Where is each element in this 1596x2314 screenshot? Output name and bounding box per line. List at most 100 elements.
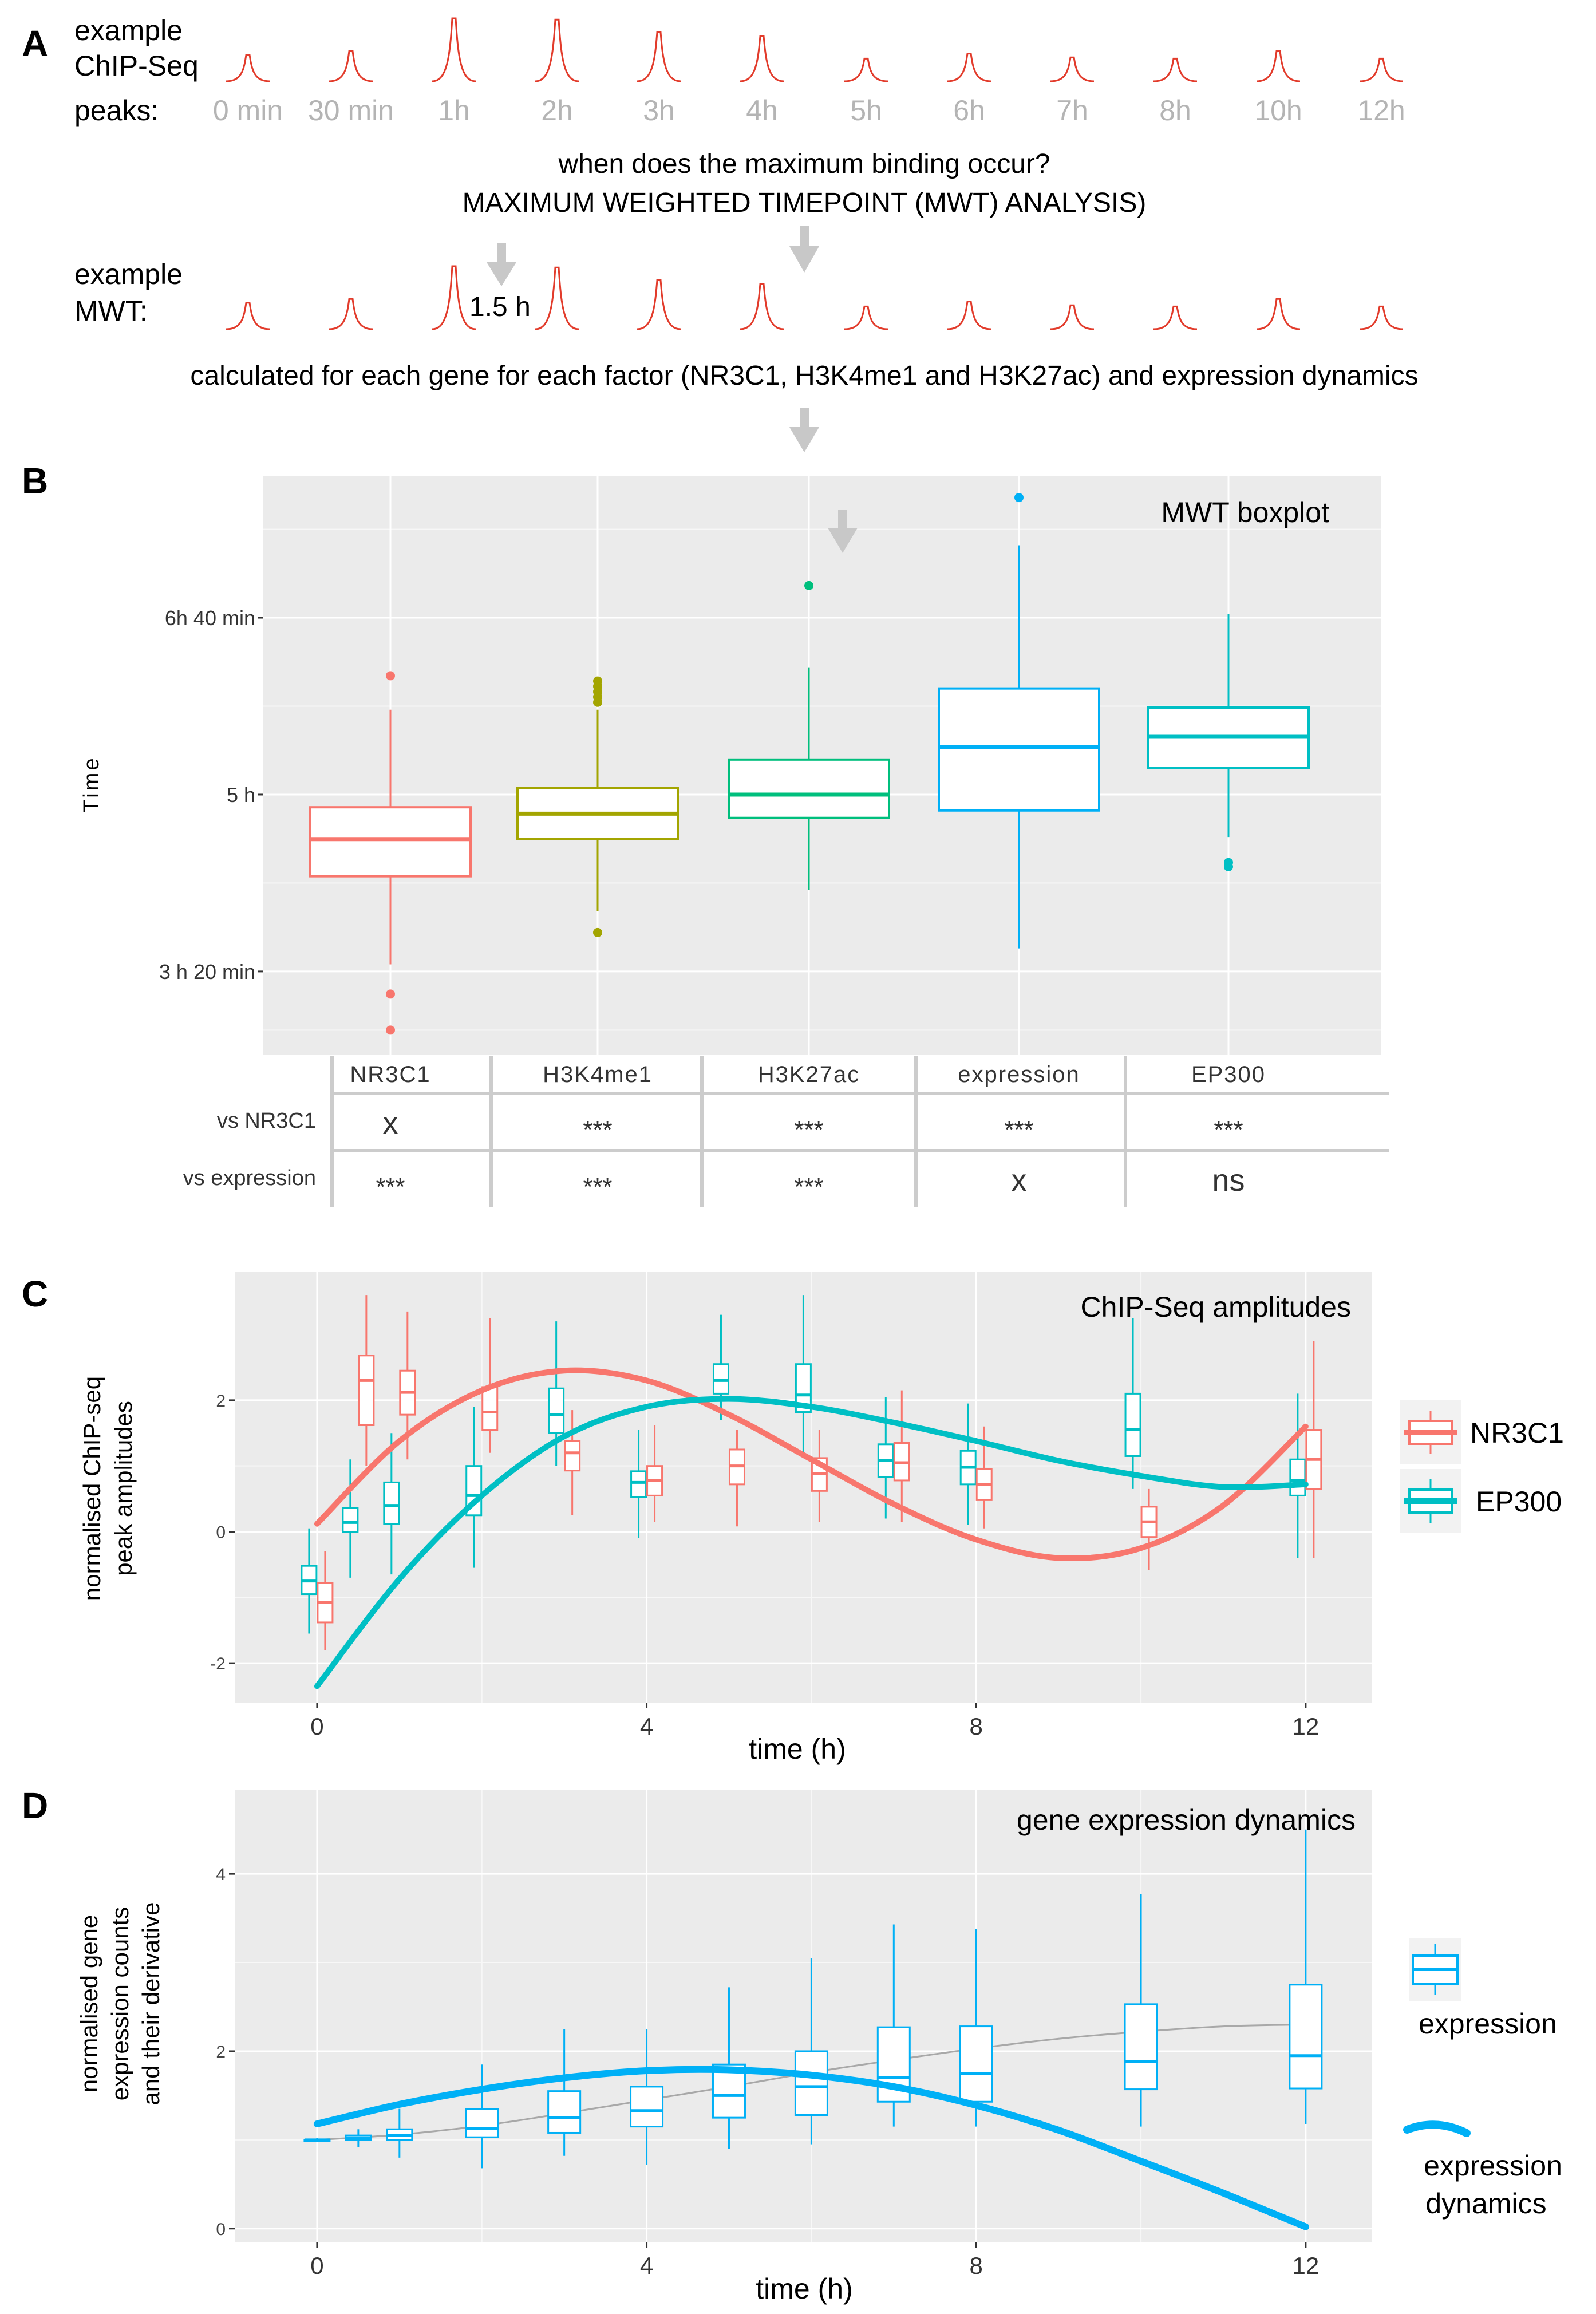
- peak-curve: [1256, 298, 1301, 330]
- box-h3k27ac: [728, 581, 890, 890]
- panel-a: A example ChIP-Seq peaks: 0 min 30 min 1h 2…: [22, 14, 1419, 452]
- legend-key-nr3c1: [1404, 1411, 1457, 1454]
- panel-a-letter: A: [22, 23, 48, 64]
- table-cell: ***: [583, 1173, 612, 1201]
- box-iqr: [383, 1481, 400, 1525]
- mwt-y-axis: 3 h 20 min 5 h 6h 40 min: [159, 606, 263, 984]
- timepoint-box: [399, 1311, 416, 1460]
- legend-key-expression-dynamics: [1403, 2120, 1471, 2137]
- example-peaks-row: [226, 17, 1404, 82]
- peak-curve: [432, 265, 476, 330]
- y-tick-label: 2: [216, 1392, 226, 1411]
- table-header-cell: NR3C1: [350, 1062, 430, 1087]
- timepoint-box: [959, 1403, 977, 1526]
- timepoint-label: 6h: [953, 94, 985, 127]
- outlier-point: [593, 927, 602, 937]
- timepoint-label: 5h: [850, 94, 882, 127]
- amplitude-title: ChIP-Seq amplitudes: [1081, 1291, 1351, 1323]
- table-cell: ***: [794, 1116, 823, 1144]
- amplitude-x-axis: 0 4 8 12: [310, 1703, 1319, 1740]
- timepoint-box: [303, 2138, 331, 2142]
- timepoint-box: [893, 1390, 910, 1522]
- y-tick-label: 0: [216, 1523, 226, 1542]
- table-cell: ns: [1212, 1163, 1245, 1198]
- box-iqr: [728, 758, 890, 819]
- timepoint-label: 30 min: [308, 94, 394, 127]
- timepoint-box: [728, 1430, 745, 1527]
- peak-curve: [226, 302, 270, 330]
- box-nr3c1: [309, 671, 472, 1035]
- peak-curve: [1050, 304, 1095, 330]
- peak-curve: [535, 266, 579, 330]
- timepoint-box: [345, 2129, 372, 2147]
- peak-curve: [637, 279, 681, 330]
- series-ep300: [301, 1295, 1306, 1634]
- table-header-cell: expression: [958, 1062, 1080, 1087]
- mwt-label-line-2: MWT:: [74, 295, 148, 327]
- y-tick-label: -2: [210, 1654, 226, 1673]
- expression-title: gene expression dynamics: [1017, 1804, 1356, 1836]
- expression-x-axis: 0 4 8 12: [310, 2242, 1319, 2279]
- timepoint-label: 7h: [1056, 94, 1088, 127]
- y-tick-label: 4: [216, 1865, 226, 1884]
- y-tick-label: 2: [216, 2043, 226, 2062]
- expression-boxes: [303, 1829, 1323, 2169]
- peak-curve: [1050, 56, 1095, 82]
- peak-curve: [947, 53, 991, 82]
- outlier-point: [386, 671, 395, 681]
- box-h3k4me1: [516, 676, 679, 937]
- timepoint-box: [481, 1318, 499, 1453]
- timepoint-box: [386, 2108, 413, 2158]
- timepoint-box: [383, 1433, 400, 1575]
- timepoint-box: [547, 2029, 582, 2156]
- legend-key-ep300: [1404, 1479, 1457, 1523]
- peak-curve: [329, 298, 373, 330]
- box-iqr: [481, 1386, 499, 1431]
- timepoint-label: 12h: [1357, 94, 1405, 127]
- box-iqr: [465, 2108, 499, 2138]
- x-tick-label: 0: [310, 1713, 323, 1740]
- panel-a-footer: calculated for each gene for each factor…: [190, 361, 1418, 391]
- fit-curve-expression-dynamics: [313, 2066, 1309, 2230]
- peak-curve: [740, 35, 784, 82]
- outlier-point: [804, 581, 813, 590]
- timepoint-labels: 0 min 30 min 1h 2h 3h 4h 5h 6h 7h 8h 10h 12h: [213, 94, 1405, 127]
- mwt-label-line-1: example: [74, 258, 183, 290]
- peaks-label-line-1: example: [74, 14, 183, 46]
- fit-curve-nr3c1: [314, 1367, 1309, 1562]
- down-arrow-icon: [487, 243, 516, 286]
- panel-c-letter: C: [22, 1273, 48, 1314]
- fit-curve-ep300: [314, 1396, 1309, 1689]
- timepoint-box: [301, 1528, 318, 1634]
- amplitude-y-axis: -2 0 2: [210, 1392, 235, 1673]
- table-row-label: vs NR3C1: [217, 1109, 316, 1133]
- timepoint-box: [342, 1459, 359, 1578]
- peak-curve: [1153, 305, 1198, 330]
- amplitude-x-axis-label: time (h): [749, 1733, 846, 1765]
- peak-curve: [740, 283, 784, 330]
- box-expression: [938, 493, 1100, 949]
- box-iqr: [959, 2025, 993, 2103]
- peak-curve: [1359, 305, 1404, 330]
- peaks-label-line-3: peaks:: [74, 94, 159, 127]
- table-cell: x: [383, 1106, 398, 1140]
- x-tick-label: 4: [640, 1713, 653, 1740]
- peak-curve: [844, 57, 888, 82]
- box-iqr: [630, 1470, 647, 1498]
- table-row-label: vs expression: [183, 1166, 316, 1190]
- question-text: when does the maximum binding occur?: [558, 149, 1050, 179]
- method-text: MAXIMUM WEIGHTED TIMEPOINT (MWT) ANALYSI…: [463, 188, 1147, 218]
- mwt-value: 1.5 h: [469, 292, 531, 322]
- peak-curve: [947, 301, 991, 330]
- table-cell: ***: [583, 1116, 612, 1144]
- timepoint-box: [1289, 1393, 1306, 1558]
- table-header-cell: EP300: [1191, 1062, 1266, 1087]
- peak-curve: [1359, 57, 1404, 82]
- expression-y-axis: 0 2 4: [216, 1865, 235, 2239]
- peak-curve: [432, 17, 476, 82]
- table-header-cell: H3K4me1: [543, 1062, 653, 1087]
- table-header-cell: H3K27ac: [758, 1062, 860, 1087]
- timepoint-box: [1124, 1894, 1158, 2127]
- box-iqr: [1124, 1392, 1141, 1457]
